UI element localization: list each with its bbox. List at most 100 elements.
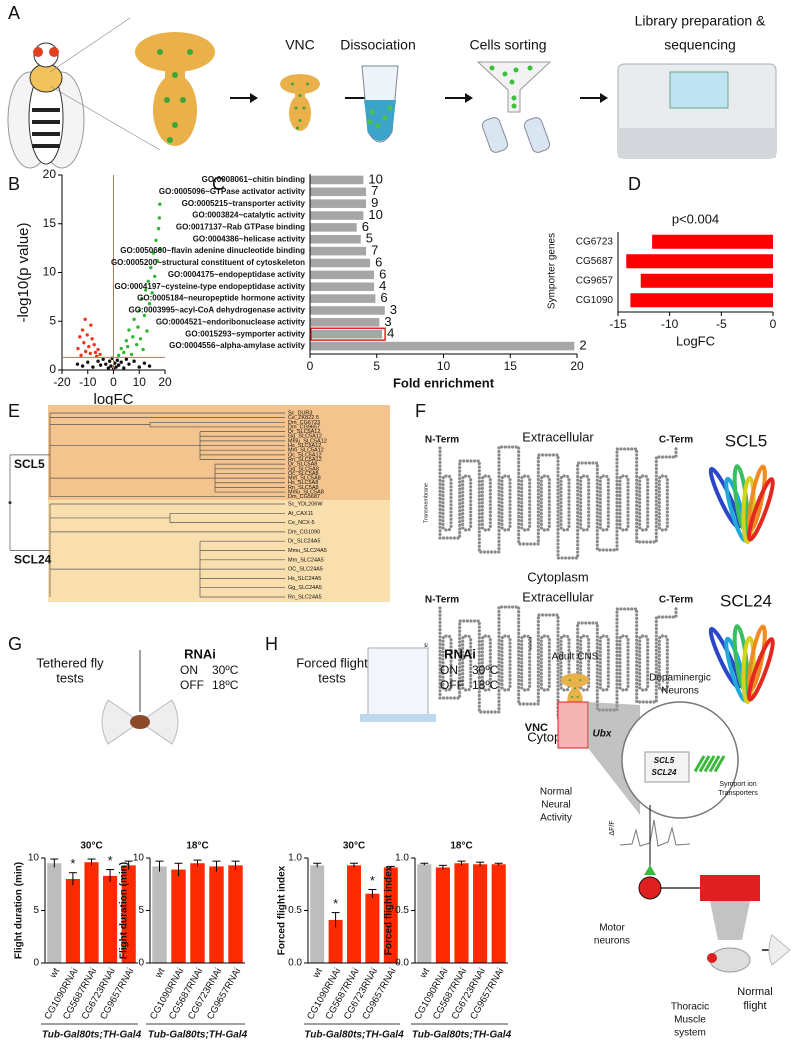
point [158, 247, 163, 251]
bar [310, 318, 380, 327]
bar [310, 199, 367, 208]
collect-tube [481, 117, 509, 153]
fly-eye [33, 47, 43, 57]
y-tick-label: 0 [138, 958, 144, 969]
tube-cell [382, 115, 388, 121]
bar [310, 282, 375, 292]
bar [310, 187, 367, 197]
point [91, 365, 95, 369]
point [138, 337, 143, 341]
bar [652, 234, 773, 249]
error-bar [68, 872, 77, 886]
error-bar [212, 860, 221, 872]
helix [559, 474, 571, 532]
y-axis-label: Forced flight index [384, 865, 395, 955]
helix [441, 474, 453, 532]
point [98, 352, 102, 357]
sorted-cell [511, 95, 517, 101]
label: Dopaminergic [649, 673, 711, 684]
vnc-cell [172, 72, 178, 78]
fly-eye [49, 47, 59, 57]
leaf-label: At_CAX11 [288, 511, 313, 517]
point [154, 238, 158, 243]
category-label: GO:0003995~acyl-CoA dehydrogenase activi… [129, 306, 306, 315]
genotype: Tub-Gal80ts;TH-Gal4 [148, 1030, 248, 1041]
protein-helix [747, 624, 767, 692]
tube-cell [387, 105, 393, 111]
leaf-label: Rn_SLC5A8 [288, 485, 319, 491]
category-label: GO:0005215~transporter activity [182, 199, 306, 208]
membrane-label: Transmembrane [423, 483, 429, 523]
bar [383, 867, 398, 963]
significance: * [333, 896, 338, 911]
vnc-cell [302, 106, 306, 110]
vnc-cell [568, 679, 571, 682]
point [83, 349, 88, 354]
vnc-cell [579, 679, 582, 682]
count-label: 5 [366, 231, 373, 246]
x-tick-label: -15 [609, 317, 627, 331]
helix [539, 474, 551, 532]
category-label: GO:0004521~endoribonuclease activity [156, 317, 306, 326]
count-label: 4 [379, 278, 386, 293]
panel-label: F [415, 401, 426, 421]
vnc-brain [561, 673, 589, 688]
protein-name: SCL5 [725, 431, 768, 450]
vnc-cell [167, 137, 173, 143]
bar [310, 234, 361, 244]
panel-label: D [628, 174, 641, 194]
label: Normal [540, 787, 572, 798]
x-axis-label: Fold enrichment [393, 375, 495, 390]
point [124, 339, 129, 343]
bar [310, 175, 364, 185]
count-label: 9 [371, 195, 378, 210]
label: Thoracic [671, 1002, 709, 1013]
arrow-head [465, 93, 473, 103]
error-bar [494, 862, 503, 866]
helix [618, 634, 630, 692]
bar [190, 863, 205, 963]
point [141, 347, 145, 352]
label: system [674, 1028, 706, 1039]
error-bar [106, 869, 115, 883]
error-bar [331, 912, 340, 928]
error-bar [193, 859, 202, 867]
label: ON [440, 663, 458, 677]
count-label: 10 [368, 207, 382, 222]
tube-cell [369, 109, 375, 115]
x-tick-label: 10 [437, 359, 451, 373]
point [76, 346, 80, 351]
bar [121, 865, 136, 963]
helix [461, 474, 473, 532]
leaf-label: Oc_SLC5A8 [288, 471, 319, 477]
y-tick-label: 5 [49, 313, 56, 327]
tube-cell [375, 123, 381, 129]
point [122, 366, 126, 370]
vnc-brain [280, 74, 320, 94]
point [131, 335, 135, 339]
helix [579, 634, 591, 692]
label: tests [318, 670, 346, 685]
label: SCL5 [654, 756, 675, 765]
bar [171, 869, 186, 963]
point [79, 353, 83, 358]
category-label: GO:0003824~catalytic activity [192, 211, 305, 220]
point [122, 350, 126, 355]
error-bar [368, 889, 377, 898]
category-label: GO:0004175~endopeptidase activity [168, 270, 306, 279]
significance: * [108, 853, 113, 868]
n-term: N-Term [425, 595, 459, 606]
genotype: Tub-Gal80ts;TH-Gal4 [304, 1030, 404, 1041]
protein-helix [746, 477, 775, 542]
leaf-label: Mm_SLC5A12 [288, 448, 324, 454]
x-tick-label: wt [47, 966, 62, 981]
protein-helix [747, 464, 767, 532]
flight-wings [768, 934, 791, 966]
leaf-label: Mmu_SLC24A5 [288, 548, 327, 554]
count-label: 4 [387, 326, 394, 341]
label: Dissociation [340, 37, 415, 53]
point [83, 317, 87, 321]
point [88, 351, 93, 356]
leaf-label: Mm_SLC24A5 [288, 557, 324, 563]
sorted-cell [527, 65, 533, 71]
